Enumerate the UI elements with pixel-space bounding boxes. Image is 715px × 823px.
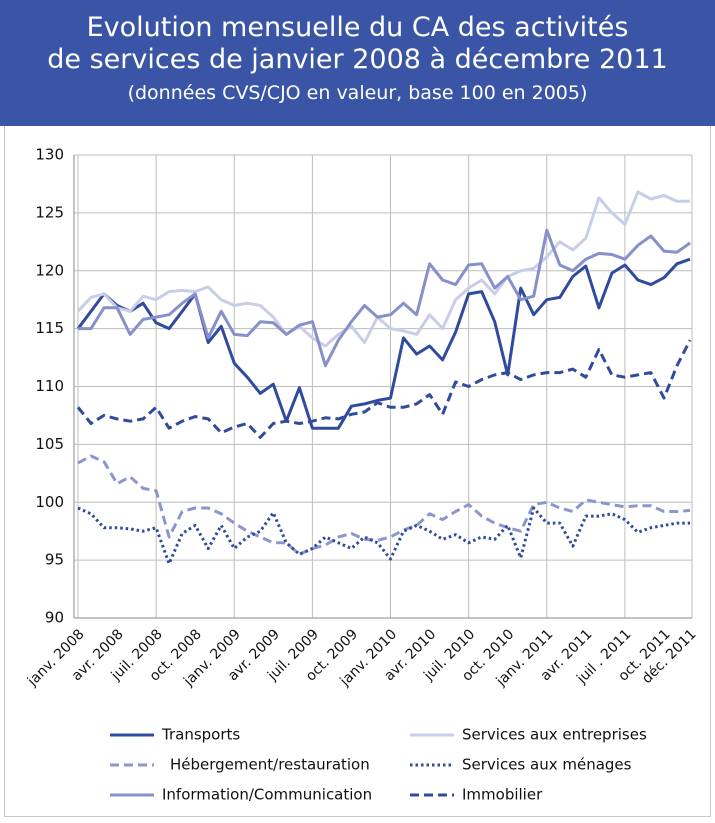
chart-title: Evolution mensuelle du CA des activités	[86, 12, 629, 43]
legend-label: Information/Communication	[162, 786, 372, 804]
series-line	[77, 454, 691, 556]
y-tick-label: 125	[35, 203, 64, 221]
legend-label: Services aux entreprises	[462, 726, 647, 744]
title-banner: Evolution mensuelle du CA des activités …	[0, 0, 715, 126]
chart-title: de services de janvier 2008 à décembre 2…	[47, 44, 668, 75]
chart-subtitle: (données CVS/CJO en valeur, base 100 en …	[127, 82, 588, 104]
y-tick-label: 95	[45, 551, 64, 569]
y-tick-label: 130	[35, 146, 64, 164]
y-tick-label: 90	[45, 609, 64, 627]
legend-label: Transports	[161, 726, 240, 744]
y-tick-label: 120	[35, 261, 64, 279]
series-line	[76, 339, 692, 439]
series-line	[76, 190, 690, 348]
y-tick-label: 100	[35, 493, 64, 511]
y-tick-label: 115	[35, 319, 64, 337]
chart-frame	[4, 126, 711, 817]
legend-label: Hébergement/restauration	[170, 756, 370, 774]
series-line	[77, 506, 690, 566]
legend-label: Services aux ménages	[462, 756, 632, 774]
series-line	[76, 257, 691, 430]
series-line	[78, 228, 691, 368]
y-tick-label: 110	[35, 377, 64, 395]
legend-label: Immobilier	[462, 786, 543, 804]
y-tick-label: 105	[35, 435, 64, 453]
